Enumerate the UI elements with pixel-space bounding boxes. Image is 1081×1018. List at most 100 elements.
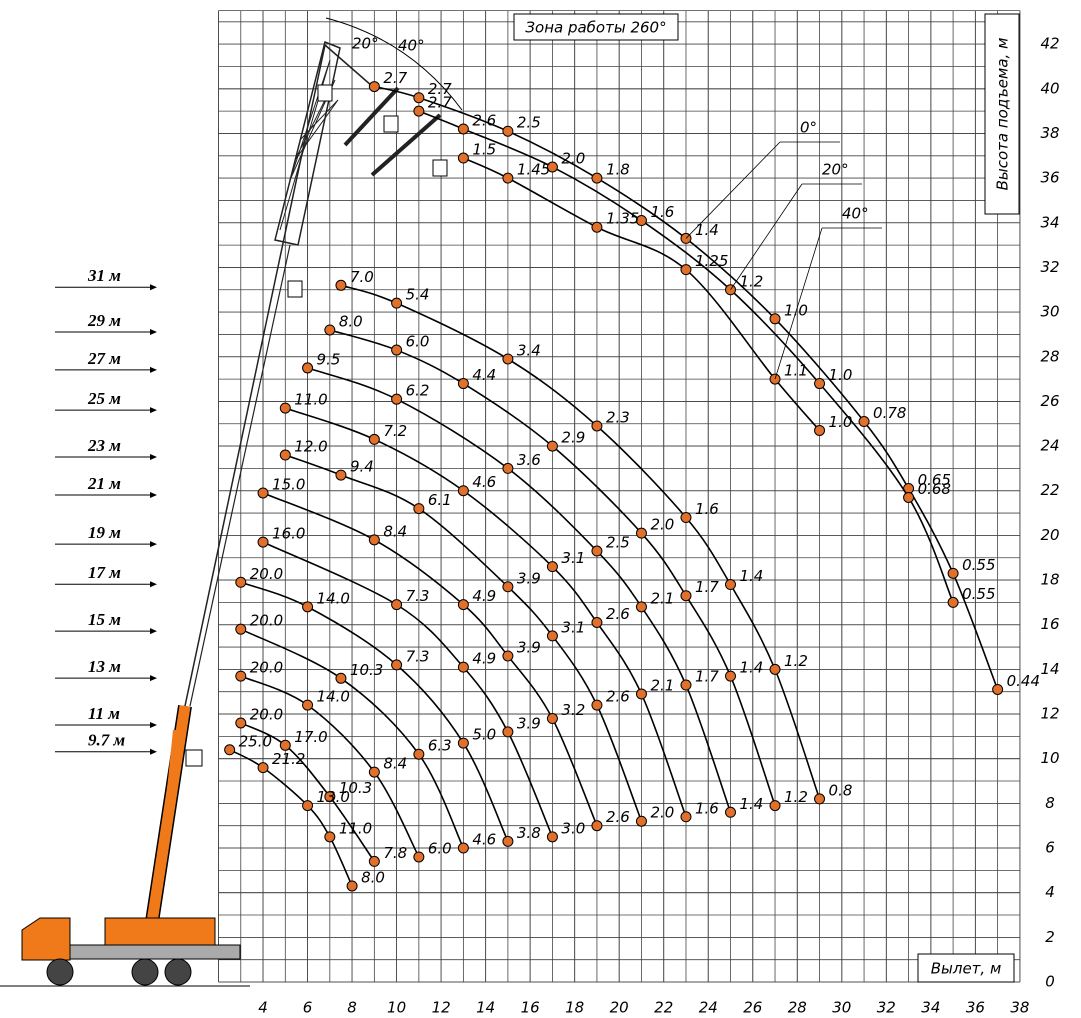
load-point (636, 528, 646, 538)
y-axis-label: Высота подъема, м (994, 38, 1012, 191)
x-tick-label: 20 (610, 999, 629, 1017)
load-label: 3.0 (561, 819, 585, 837)
load-point (236, 577, 246, 587)
load-label: 8.4 (383, 755, 407, 773)
y-tick-label: 20 (1040, 526, 1059, 544)
load-point (592, 617, 602, 627)
load-point (392, 394, 402, 404)
load-point (280, 450, 290, 460)
load-point (503, 727, 513, 737)
load-label: 7.8 (383, 844, 407, 862)
load-point (503, 582, 513, 592)
load-point (592, 173, 602, 183)
load-point (592, 421, 602, 431)
x-tick-label: 14 (476, 999, 495, 1017)
load-point (280, 740, 290, 750)
load-point (392, 345, 402, 355)
chassis (50, 945, 240, 959)
jib-40 (372, 115, 440, 175)
load-label: 16.0 (272, 525, 305, 543)
load-label: 11.0 (339, 819, 372, 837)
load-point (770, 801, 780, 811)
load-label: 14.0 (317, 589, 350, 607)
load-label: 9.5 (317, 350, 341, 368)
load-label: 1.6 (695, 799, 719, 817)
arrow-head (150, 675, 157, 681)
hook-load (433, 160, 447, 176)
load-label: 20.0 (250, 612, 283, 630)
load-label: 21.2 (272, 750, 305, 768)
load-label: 8.4 (383, 522, 407, 540)
load-point (592, 700, 602, 710)
load-label: 2.6 (606, 808, 630, 826)
load-label: 6.0 (406, 333, 430, 351)
load-label: 7.0 (350, 268, 374, 286)
load-point (458, 600, 468, 610)
load-label: 17.0 (294, 728, 327, 746)
y-tick-label: 14 (1040, 660, 1059, 678)
arrow-head (150, 367, 157, 373)
load-point (369, 856, 379, 866)
load-label: 1.35 (606, 210, 639, 228)
load-chart: 20° 40° Зона работы 260° Высота подъема,… (0, 0, 1081, 1018)
arrow-head (150, 284, 157, 290)
load-label: 20.0 (250, 659, 283, 677)
jib-leader (731, 184, 803, 290)
load-point (547, 832, 557, 842)
load-point (636, 602, 646, 612)
x-axis-label: Вылет, м (931, 960, 1002, 978)
y-tick-label: 32 (1040, 258, 1059, 276)
load-label: 2.0 (650, 804, 674, 822)
load-label: 1.25 (695, 252, 728, 270)
load-label: 7.2 (383, 422, 407, 440)
load-point (681, 680, 691, 690)
load-point (258, 763, 268, 773)
x-tick-label: 18 (565, 999, 584, 1017)
load-label: 11.0 (294, 391, 327, 409)
load-label: 1.45 (517, 161, 550, 179)
arrow-head (150, 541, 157, 547)
load-label: 3.9 (517, 714, 541, 732)
load-point (458, 153, 468, 163)
load-label: 1.8 (606, 161, 630, 179)
load-label: 8.0 (361, 868, 385, 886)
load-label: 2.1 (650, 589, 674, 607)
y-tick-label: 24 (1040, 437, 1059, 455)
load-label: 1.7 (695, 578, 719, 596)
turntable (105, 918, 215, 948)
load-point (547, 441, 557, 451)
load-point (414, 504, 424, 514)
arrow-head (150, 749, 157, 755)
load-label: 2.6 (606, 605, 630, 623)
load-label: 1.4 (740, 567, 764, 585)
load-point (336, 280, 346, 290)
load-point (414, 852, 424, 862)
load-label: 0.78 (873, 404, 906, 422)
load-label: 4.9 (472, 650, 496, 668)
load-point (458, 124, 468, 134)
x-tick-label: 36 (966, 999, 985, 1017)
boom-length-label: 25 м (87, 389, 121, 408)
load-label: 2.5 (517, 114, 541, 132)
load-point (547, 714, 557, 724)
load-point (503, 651, 513, 661)
load-point (258, 488, 268, 498)
load-point (303, 700, 313, 710)
y-tick-label: 40 (1040, 79, 1059, 97)
load-point (636, 816, 646, 826)
load-label: 6.3 (428, 737, 452, 755)
y-tick-label: 38 (1040, 124, 1059, 142)
load-label: 1.2 (784, 788, 808, 806)
jib-angle-label: 40° (398, 37, 425, 55)
load-label: 3.1 (561, 618, 585, 636)
hook-load (384, 116, 398, 132)
wheel (165, 959, 191, 985)
load-point (681, 513, 691, 523)
load-point (726, 580, 736, 590)
title: Зона работы 260° (525, 19, 666, 37)
arrow-head (150, 722, 157, 728)
load-label: 10.3 (350, 661, 383, 679)
x-tick-label: 24 (699, 999, 718, 1017)
load-point (303, 363, 313, 373)
boom-length-label: 15 м (88, 610, 121, 629)
